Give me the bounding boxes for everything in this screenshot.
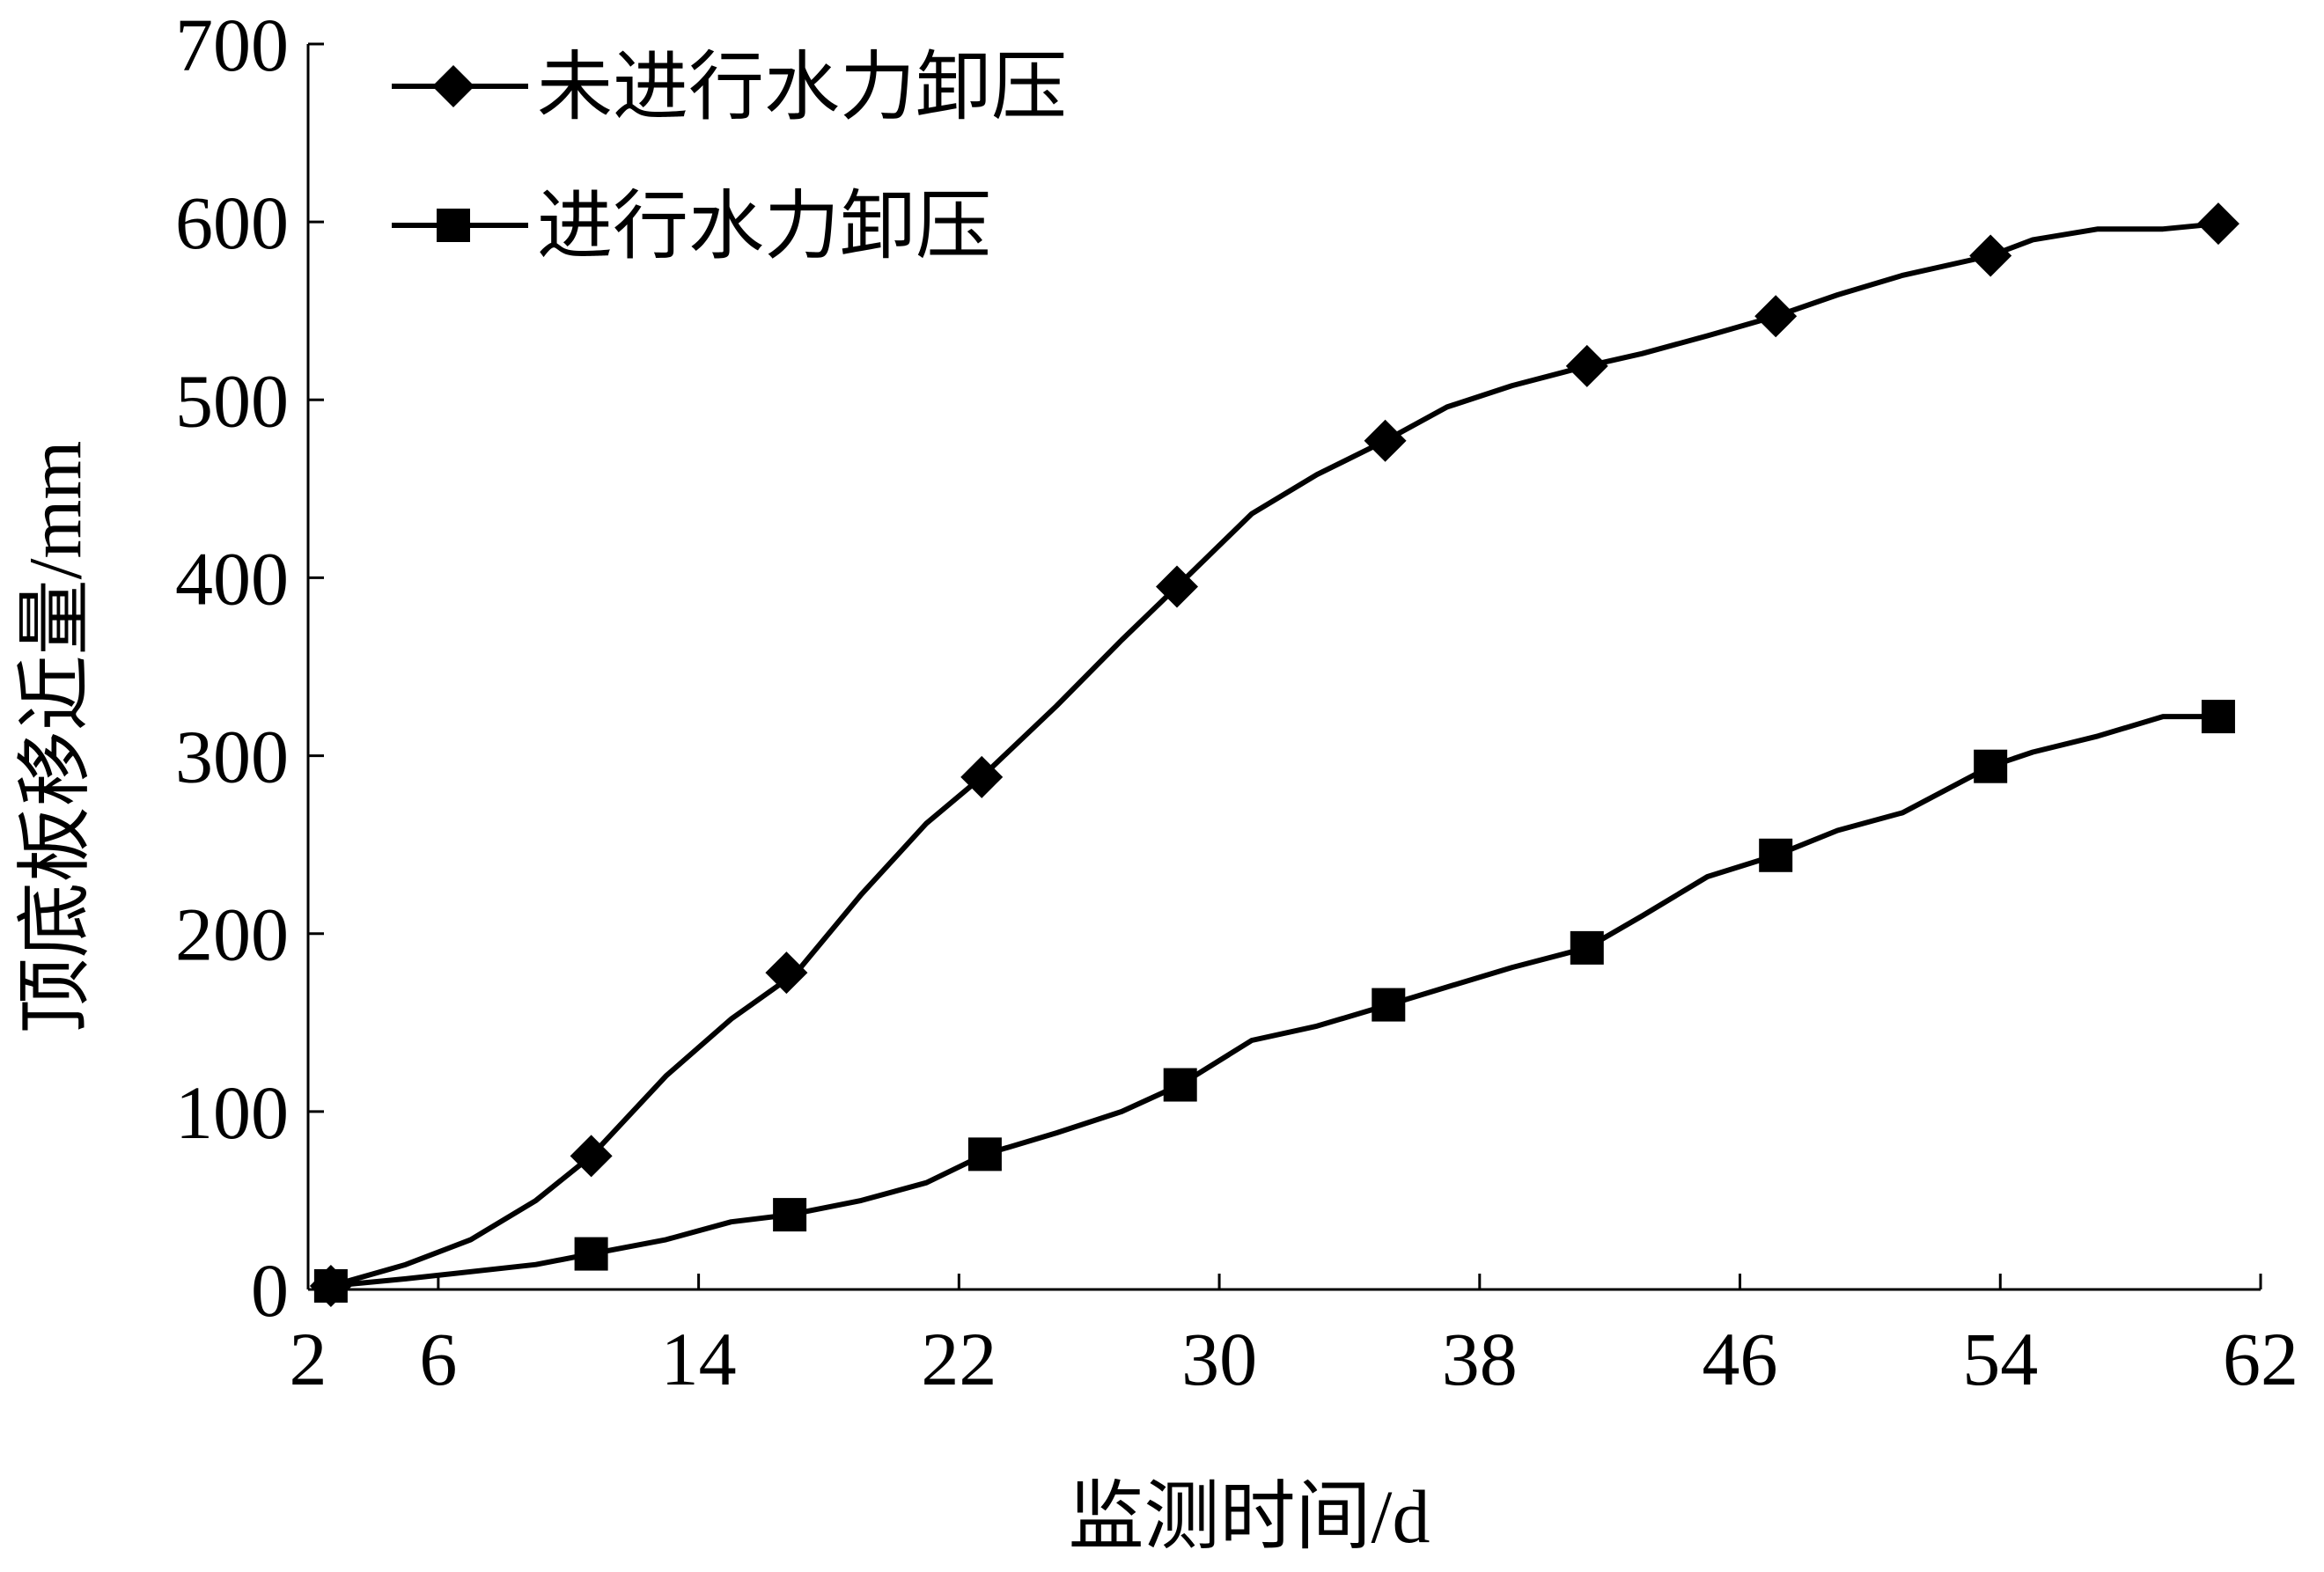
series-1-point (1570, 930, 1604, 965)
x-tick-label: 62 (2223, 1317, 2298, 1401)
series-0-point (2196, 202, 2239, 246)
series-0-point (1565, 344, 1608, 387)
series-0 (309, 202, 2239, 1307)
y-tick-label: 100 (175, 1070, 289, 1155)
series-1-point (1372, 988, 1406, 1022)
legend-label: 进行水力卸压 (537, 184, 991, 268)
y-tick-label: 500 (175, 358, 289, 443)
y-axis-title: 顶底板移近量/mm (13, 441, 98, 1034)
series-1-point (967, 1137, 1002, 1172)
series-0-point (960, 755, 1004, 798)
x-tick-label: 2 (290, 1317, 327, 1401)
series-0-point (1754, 295, 1798, 338)
legend-item: 进行水力卸压 (392, 184, 991, 268)
x-axis-title: 监测时间/d (1069, 1474, 1430, 1559)
series-0-point (1156, 565, 1199, 608)
y-tick-label: 600 (175, 180, 289, 265)
y-tick-label: 300 (175, 715, 289, 799)
series-1-point (1759, 838, 1793, 872)
x-tick-label: 6 (419, 1317, 457, 1401)
series-0-point (765, 951, 808, 995)
series-0-point (570, 1135, 613, 1178)
x-ticks: 2 6 14 22 30 38 46 54 62 (290, 1274, 2298, 1401)
y-ticks: 0 100 200 300 400 500 600 700 (175, 3, 324, 1333)
legend-marker (432, 65, 474, 107)
legend-item: 未进行水力卸压 (392, 45, 1067, 129)
series-1-point (2201, 700, 2235, 734)
x-tick-label: 38 (1442, 1317, 1518, 1401)
y-tick-label: 400 (175, 536, 289, 621)
series-1-point (313, 1268, 348, 1303)
y-tick-label: 0 (251, 1248, 289, 1333)
x-tick-label: 46 (1703, 1317, 1778, 1401)
series-1 (313, 700, 2235, 1303)
y-tick-label: 200 (175, 893, 289, 977)
x-tick-label: 14 (661, 1317, 737, 1401)
series-1-line (330, 714, 2218, 1289)
series-1-point (1163, 1068, 1197, 1102)
series-1-point (574, 1237, 608, 1271)
legend-label: 未进行水力卸压 (537, 45, 1067, 129)
x-tick-label: 30 (1181, 1317, 1257, 1401)
series-0-point (1969, 234, 2012, 277)
x-tick-label: 54 (1962, 1317, 2038, 1401)
series-1-point (1974, 749, 2008, 783)
series-layer (309, 202, 2239, 1307)
legend-marker (437, 209, 470, 242)
axes (306, 44, 2261, 1291)
y-tick-label: 700 (175, 3, 289, 87)
series-0-point (1364, 419, 1407, 462)
series-1-point (773, 1198, 807, 1232)
x-tick-label: 22 (921, 1317, 997, 1401)
series-0-line (330, 221, 2219, 1289)
